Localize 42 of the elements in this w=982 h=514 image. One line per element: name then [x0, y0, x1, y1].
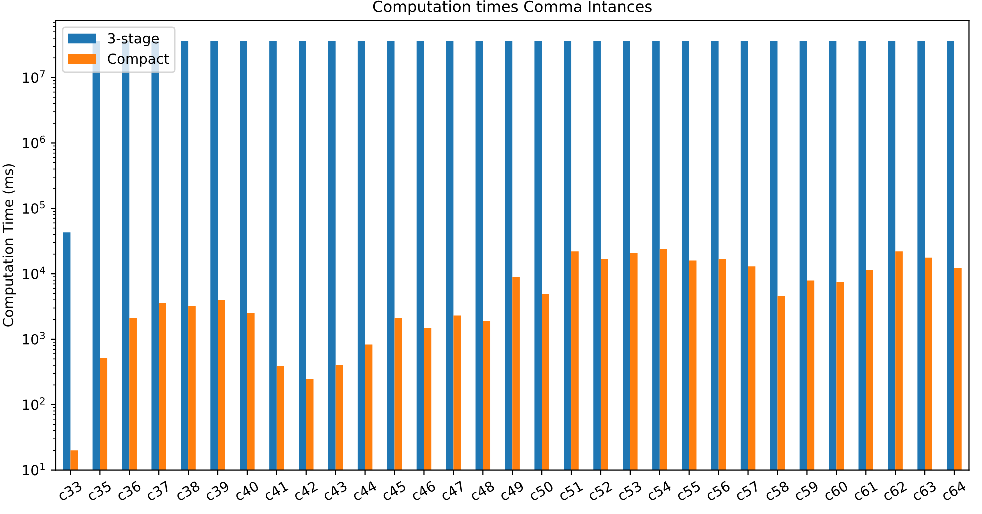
x-tick-label: c61 [852, 480, 878, 502]
x-tick-label: c64 [940, 480, 967, 502]
x-tick-label: c51 [558, 481, 584, 502]
x-tick-label: c63 [912, 480, 938, 502]
chart-title: Computation times Comma Intances [373, 0, 652, 16]
y-tick-label: 10$^{4}$ [23, 266, 46, 280]
y-axis-title: Computation Time (ms) [2, 164, 16, 327]
x-tick-label: c45 [381, 481, 407, 502]
x-tick-label: c37 [146, 480, 172, 502]
x-tick-label: c48 [470, 480, 496, 502]
x-tick-label: c39 [204, 480, 230, 502]
y-tick-label: 10$^{3}$ [23, 332, 46, 345]
x-tick-label: c35 [86, 480, 112, 502]
y-tick-label: 10$^{6}$ [23, 136, 46, 149]
x-tick-label: c43 [322, 480, 348, 502]
x-tick-label: c52 [587, 480, 613, 502]
x-tick-label: c59 [794, 480, 820, 502]
x-tick-label: c49 [499, 480, 525, 502]
x-tick-label: c47 [440, 480, 466, 502]
x-tick-label: c33 [57, 480, 83, 502]
x-tick-label: c55 [676, 481, 702, 502]
x-tick-label: c58 [764, 480, 790, 502]
x-tick-label: c41 [263, 481, 289, 502]
x-tick-label: c54 [646, 480, 672, 502]
y-tick-label: 10$^{1}$ [23, 463, 45, 476]
legend-label: 3-stage [108, 33, 160, 46]
x-tick-label: c56 [705, 480, 732, 502]
x-tick-label: c62 [882, 480, 908, 502]
x-tick-label: c36 [116, 480, 142, 502]
x-tick-label: c53 [616, 480, 642, 502]
y-tick-label: 10$^{2}$ [23, 398, 45, 410]
x-tick-label: c46 [410, 480, 436, 502]
y-tick-label: 10$^{5}$ [23, 201, 45, 214]
x-tick-label: c38 [175, 480, 201, 502]
x-tick-label: c57 [734, 480, 760, 502]
x-tick-label: c60 [823, 480, 849, 502]
x-tick-label: c40 [234, 480, 260, 502]
x-tick-label: c44 [352, 480, 378, 502]
legend-label: Compact [108, 54, 170, 67]
x-tick-label: c42 [292, 480, 318, 502]
x-tick-label: c50 [528, 480, 554, 502]
y-tick-label: 10$^{7}$ [23, 70, 45, 84]
